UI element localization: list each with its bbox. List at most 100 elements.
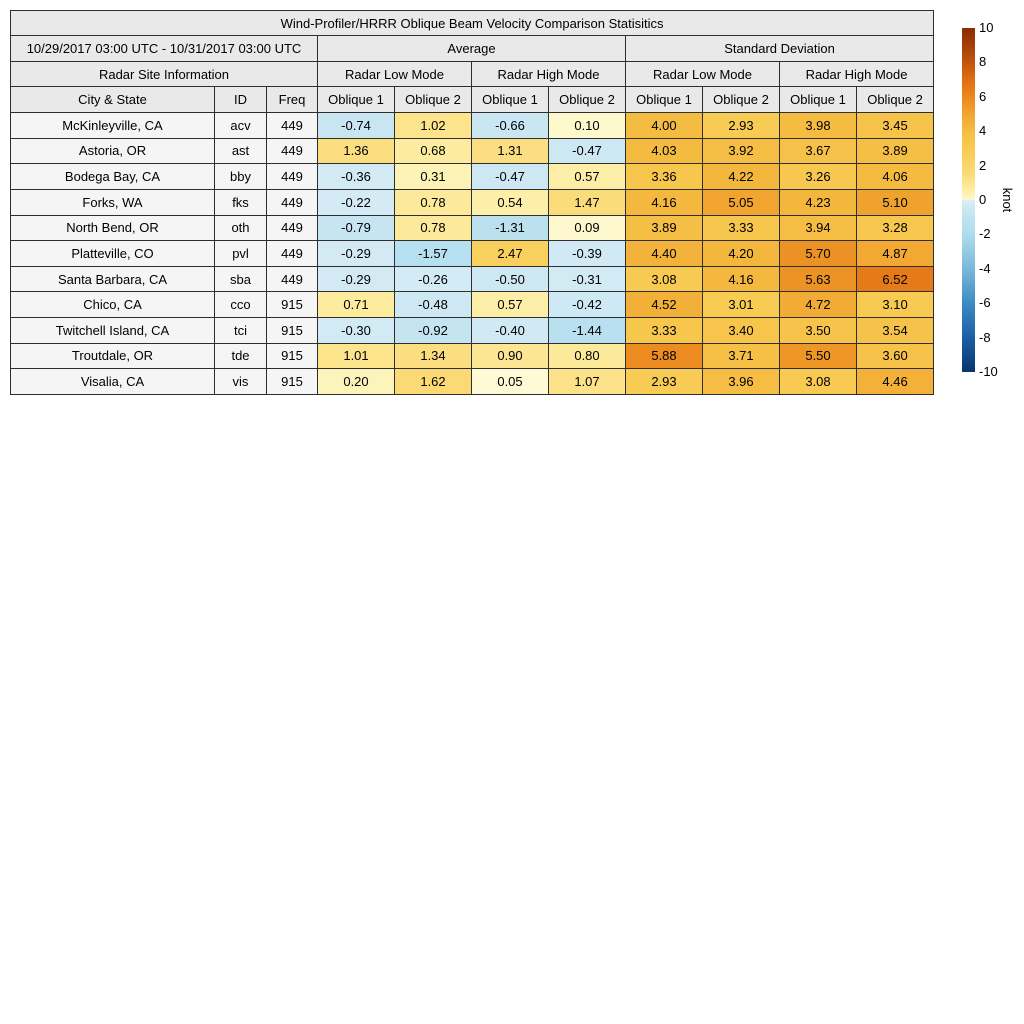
heatmap-cell: -0.31 [548, 265, 626, 293]
col-oblique2-header: Oblique 2 [855, 86, 935, 113]
heatmap-cell: 4.03 [625, 137, 703, 165]
colorbar-tick-label: 4 [979, 123, 987, 139]
heatmap-cell: -0.29 [317, 240, 395, 267]
heatmap-cell: 3.89 [855, 137, 935, 165]
heatmap-cell: -1.31 [471, 214, 549, 242]
title-row: Wind-Profiler/HRRR Oblique Beam Velocity… [9, 10, 935, 36]
figure-title: Wind-Profiler/HRRR Oblique Beam Velocity… [9, 10, 935, 36]
heatmap-cell: 0.80 [548, 342, 626, 370]
colorbar-tick-label: 8 [979, 54, 987, 70]
heatmap-cell: 4.22 [702, 163, 780, 190]
heatmap-cell: 0.78 [394, 214, 472, 242]
table-row: Bodega Bay, CA bby 449 -0.36 0.31 -0.47 0.57 3.… [10, 163, 935, 190]
group-average-header: Average [317, 35, 626, 62]
heatmap-cell: -0.47 [548, 137, 626, 165]
heatmap-cell: -0.42 [548, 291, 626, 318]
colorbar: 10 8 6 4 2 0 -2 -4 -6 -8 -10 knot [962, 20, 1024, 379]
col-oblique1-header: Oblique 1 [779, 86, 857, 113]
date-range: 10/29/2017 03:00 UTC - 10/31/2017 03:00 … [10, 35, 318, 62]
heatmap-cell: 3.26 [779, 163, 857, 190]
freq-cell: 915 [266, 291, 318, 318]
heatmap-cell: -0.74 [317, 112, 395, 139]
heatmap-cell: 1.36 [317, 137, 395, 165]
site-id-cell: cco [214, 291, 267, 318]
heatmap-cell: 1.07 [548, 368, 626, 395]
heatmap-cell: 3.36 [625, 163, 703, 190]
heatmap-cell: 4.00 [625, 112, 703, 139]
heatmap-cell: 1.01 [317, 342, 395, 370]
heatmap-cell: 4.06 [855, 163, 935, 190]
statistics-figure: Wind-Profiler/HRRR Oblique Beam Velocity… [9, 10, 1015, 395]
heatmap-cell: 3.33 [625, 317, 703, 344]
freq-cell: 915 [266, 368, 318, 395]
heatmap-cell: 3.33 [702, 214, 780, 242]
site-id-cell: fks [214, 188, 267, 216]
heatmap-cell: 4.87 [855, 240, 935, 267]
colorbar-tick-label: -4 [979, 260, 991, 276]
column-header-row: City & State ID Freq Oblique 1 Oblique 2… [10, 86, 935, 113]
heatmap-cell: -0.50 [471, 265, 549, 293]
site-id-cell: tci [214, 317, 267, 344]
city-cell: Santa Barbara, CA [10, 265, 215, 293]
heatmap-cell: -0.26 [394, 265, 472, 293]
heatmap-cell: 3.67 [779, 137, 857, 165]
heatmap-cell: 3.28 [855, 214, 935, 242]
heatmap-cell: 0.57 [548, 163, 626, 190]
heatmap-cell: 0.31 [394, 163, 472, 190]
col-id-header: ID [214, 86, 267, 113]
table-row: Astoria, OR ast 449 1.36 0.68 1.31 -0.47 4.03 3.… [10, 137, 935, 165]
colorbar-tick-label: 2 [979, 157, 987, 173]
freq-cell: 915 [266, 317, 318, 344]
heatmap-cell: 1.02 [394, 112, 472, 139]
heatmap-cell: -0.92 [394, 317, 472, 344]
heatmap-cell: 4.40 [625, 240, 703, 267]
heatmap-cell: 3.54 [855, 317, 935, 344]
heatmap-cell: -0.29 [317, 265, 395, 293]
heatmap-cell: 3.40 [702, 317, 780, 344]
heatmap-cell: -0.47 [471, 163, 549, 190]
heatmap-cell: -0.48 [394, 291, 472, 318]
table-row: Twitchell Island, CA tci 915 -0.30 -0.92 -0.4… [10, 317, 935, 344]
city-cell: Astoria, OR [10, 137, 215, 165]
heatmap-cell: 5.63 [779, 265, 857, 293]
heatmap-cell: 1.47 [548, 188, 626, 216]
heatmap-cell: 0.71 [317, 291, 395, 318]
heatmap-cell: -0.66 [471, 112, 549, 139]
col-oblique1-header: Oblique 1 [625, 86, 703, 113]
statistics-table: Wind-Profiler/HRRR Oblique Beam Velocity… [9, 10, 935, 395]
heatmap-cell: -0.40 [471, 317, 549, 344]
freq-cell: 449 [266, 188, 318, 216]
heatmap-cell: 3.50 [779, 317, 857, 344]
heatmap-cell: 5.10 [855, 188, 935, 216]
heatmap-cell: 3.92 [702, 137, 780, 165]
site-id-cell: sba [214, 265, 267, 293]
heatmap-cell: 1.34 [394, 342, 472, 370]
heatmap-cell: 4.72 [779, 291, 857, 318]
heatmap-cell: 2.93 [625, 368, 703, 395]
site-id-cell: ast [214, 137, 267, 165]
heatmap-cell: 3.71 [702, 342, 780, 370]
colorbar-tick-label: -10 [979, 364, 998, 379]
city-cell: North Bend, OR [10, 214, 215, 242]
site-id-cell: bby [214, 163, 267, 190]
site-id-cell: pvl [214, 240, 267, 267]
colorbar-tick-label: -2 [979, 226, 991, 242]
city-cell: Forks, WA [10, 188, 215, 216]
heatmap-cell: 4.16 [702, 265, 780, 293]
freq-cell: 449 [266, 137, 318, 165]
avg-high-mode-header: Radar High Mode [471, 61, 626, 87]
table-row: Troutdale, OR tde 915 1.01 1.34 0.90 0.80 5.88 3… [10, 342, 935, 370]
heatmap-cell: 3.89 [625, 214, 703, 242]
city-cell: Chico, CA [10, 291, 215, 318]
heatmap-cell: 0.54 [471, 188, 549, 216]
freq-cell: 449 [266, 214, 318, 242]
freq-cell: 449 [266, 240, 318, 267]
heatmap-cell: -0.36 [317, 163, 395, 190]
colorbar-gradient [962, 28, 975, 372]
heatmap-cell: 1.31 [471, 137, 549, 165]
heatmap-cell: 4.46 [855, 368, 935, 395]
site-id-cell: acv [214, 112, 267, 139]
heatmap-cell: 2.93 [702, 112, 780, 139]
heatmap-cell: -0.30 [317, 317, 395, 344]
mode-header-row: Radar Site Information Radar Low Mode Ra… [10, 61, 935, 87]
